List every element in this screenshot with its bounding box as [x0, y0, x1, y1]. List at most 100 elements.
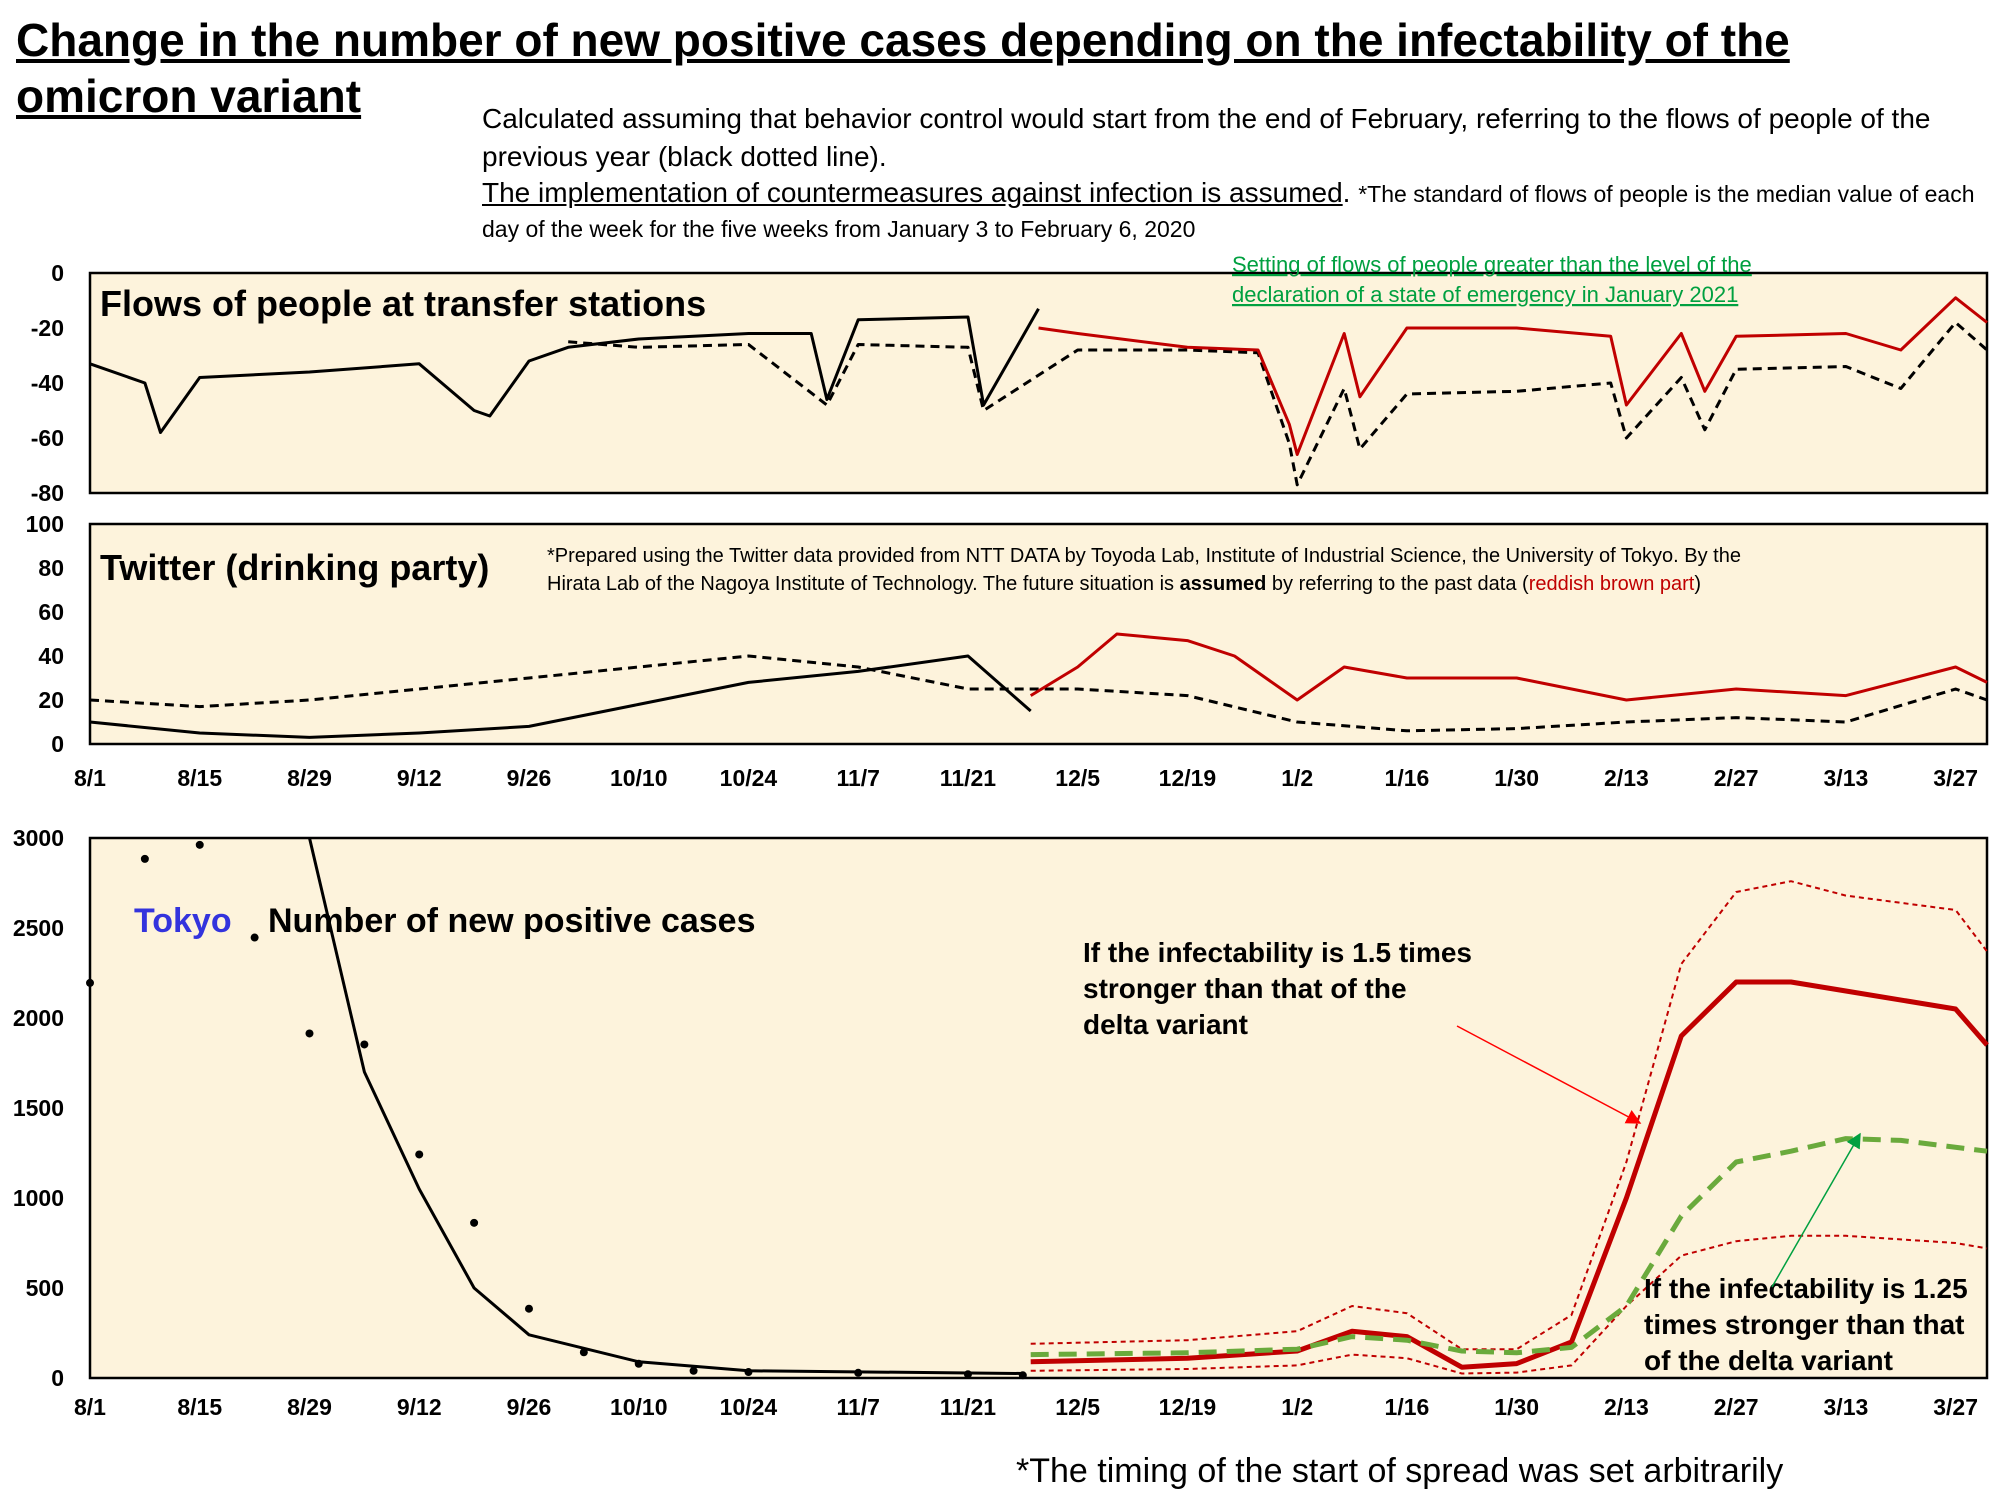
panel1-y-axis: 0 -20 -40 -60 -80	[31, 260, 64, 506]
panel3-plot-area	[88, 836, 1989, 1380]
panel2-note-line2: Hirata Lab of the Nagoya Institute of Te…	[547, 573, 1701, 595]
x-tick-label: 12/5	[1055, 765, 1100, 791]
x-tick-label: 9/12	[397, 1394, 442, 1420]
panel1-green-note-line2: declaration of a state of emergency in J…	[1232, 282, 1738, 307]
data-point	[195, 840, 204, 849]
y-tick-label: 2000	[13, 1005, 64, 1031]
panel3-x-axis: 8/1 8/15 8/29 9/12 9/26 10/10 10/24 11/7 11/21 12…	[74, 1394, 1978, 1420]
y-tick-label: 100	[26, 511, 64, 537]
data-point	[470, 1218, 479, 1227]
subtitle-underlined: The implementation of countermeasures ag…	[482, 177, 1343, 208]
y-tick-label: 80	[38, 555, 64, 581]
annotation-1-5x-line3: delta variant	[1083, 1009, 1248, 1040]
x-tick-label: 1/30	[1494, 765, 1539, 791]
y-tick-label: 0	[51, 731, 64, 757]
x-tick-label: 3/13	[1824, 1394, 1869, 1420]
subtitle-note: *The standard of flows of people is the …	[482, 181, 1975, 242]
annotation-1-25x-arrow	[1771, 1132, 1861, 1288]
data-point	[86, 978, 94, 987]
data-point	[305, 1029, 314, 1038]
panel2-note-line1: *Prepared using the Twitter data provide…	[547, 545, 1741, 567]
data-point	[689, 1366, 698, 1375]
series-line	[568, 321, 1988, 487]
x-tick-label: 1/16	[1385, 1394, 1430, 1420]
y-tick-label: 0	[51, 1365, 64, 1391]
x-tick-label: 3/13	[1824, 765, 1869, 791]
x-tick-label: 2/27	[1714, 765, 1759, 791]
x-tick-label: 2/27	[1714, 1394, 1759, 1420]
y-tick-label: 1500	[13, 1095, 64, 1121]
x-tick-label: 3/27	[1933, 765, 1978, 791]
x-tick-label: 8/15	[177, 765, 222, 791]
data-point	[140, 854, 149, 863]
y-tick-label: 500	[26, 1275, 64, 1301]
series-line	[89, 654, 1988, 733]
panel1-series	[89, 296, 1988, 487]
annotation-1-5x-line2: stronger than that of the	[1083, 973, 1407, 1004]
annotation-1-25x-line1: If the infectability is 1.25	[1644, 1273, 1968, 1304]
x-tick-label: 1/30	[1494, 1394, 1539, 1420]
panel2-y-axis: 100 80 60 40 20 0	[26, 511, 64, 757]
x-tick-label: 12/19	[1159, 1394, 1217, 1420]
x-tick-label: 10/24	[720, 765, 778, 791]
y-tick-label: -60	[31, 425, 64, 451]
series-line	[1030, 1234, 1988, 1375]
annotation-1-25x-line2: times stronger than that	[1644, 1309, 1964, 1340]
annotation-1-25x-line3: of the delta variant	[1644, 1345, 1893, 1376]
x-tick-label: 12/5	[1055, 1394, 1100, 1420]
y-tick-label: -80	[31, 480, 64, 506]
y-tick-label: 3000	[13, 825, 64, 851]
x-tick-label: 8/15	[177, 1394, 222, 1420]
series-line	[1038, 296, 1988, 456]
annotation-1-5x-arrow	[1456, 1025, 1642, 1124]
x-tick-label: 8/1	[74, 765, 106, 791]
x-tick-label: 1/2	[1281, 765, 1313, 791]
x-tick-label: 2/13	[1604, 1394, 1649, 1420]
subtitle-assumption: The implementation of countermeasures ag…	[482, 177, 1975, 242]
panel2-x-axis: 8/1 8/15 8/29 9/12 9/26 10/10 10/24 11/7 11/21 12…	[74, 765, 1978, 791]
series-line	[1029, 632, 1988, 702]
y-tick-label: 40	[38, 643, 64, 669]
x-tick-label: 10/10	[610, 1394, 668, 1420]
chart-title-line1: Change in the number of new positive cas…	[16, 14, 1790, 66]
x-tick-label: 11/21	[940, 1394, 996, 1420]
panel3-y-axis: 3000 2500 2000 1500 1000 500 0	[13, 825, 64, 1391]
chart-title-line2: omicron variant	[16, 70, 362, 122]
data-point	[524, 1304, 533, 1313]
x-tick-label: 10/24	[720, 1394, 778, 1420]
y-tick-label: 60	[38, 599, 64, 625]
x-tick-label: 12/19	[1159, 765, 1217, 791]
x-tick-label: 8/29	[287, 1394, 332, 1420]
subtitle: Calculated assuming that behavior contro…	[482, 103, 1931, 172]
x-tick-label: 8/29	[287, 765, 332, 791]
y-tick-label: 1000	[13, 1185, 64, 1211]
panel1-title: Flows of people at transfer stations	[100, 283, 706, 324]
y-tick-label: -20	[31, 315, 64, 341]
data-point	[250, 933, 259, 942]
x-tick-label: 11/7	[836, 1394, 880, 1420]
panel2-series	[89, 632, 1988, 739]
data-point	[360, 1040, 369, 1049]
panel3-title-tokyo: Tokyo	[134, 902, 232, 940]
x-tick-label: 3/27	[1933, 1394, 1978, 1420]
chart-title: Change in the number of new positive cas…	[16, 12, 2000, 124]
x-tick-label: 11/21	[940, 765, 996, 791]
panel1-green-note-line1: Setting of flows of people greater than …	[1232, 252, 1752, 277]
x-tick-label: 9/26	[507, 765, 552, 791]
series-line	[308, 837, 1023, 1375]
x-tick-label: 1/16	[1385, 765, 1430, 791]
x-tick-label: 9/26	[507, 1394, 552, 1420]
y-tick-label: 0	[51, 260, 64, 286]
y-tick-label: 2500	[13, 915, 64, 941]
panel3-title: Number of new positive cases	[268, 902, 756, 940]
panel2-plot-area	[88, 522, 1989, 746]
series-line	[89, 654, 1032, 739]
footnote: *The timing of the start of spread was s…	[1016, 1452, 1784, 1490]
panel3-series	[86, 837, 1989, 1380]
data-point	[415, 1150, 424, 1159]
x-tick-label: 9/12	[397, 765, 442, 791]
x-tick-label: 2/13	[1604, 765, 1649, 791]
y-tick-label: 20	[38, 687, 64, 713]
annotation-1-5x-line1: If the infectability is 1.5 times	[1083, 937, 1472, 968]
